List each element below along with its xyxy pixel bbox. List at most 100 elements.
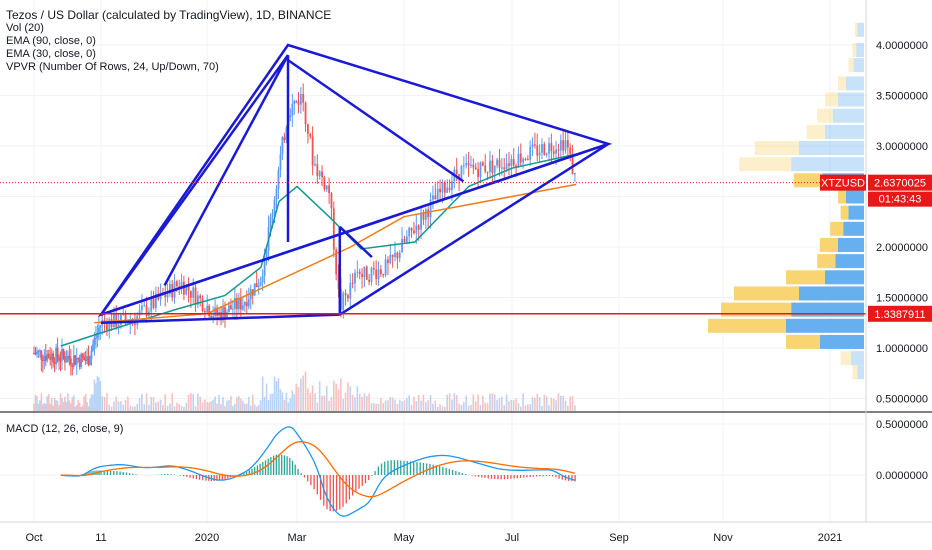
indicator-ema90[interactable]: EMA (90, close, 0) (6, 35, 96, 47)
vpvr-up-15 (825, 270, 864, 285)
trend-drawings[interactable] (97, 43, 613, 324)
volume-bar-196 (436, 406, 439, 411)
volume-bar-238 (536, 393, 539, 411)
candle-body-33 (81, 353, 84, 358)
volume-bar-187 (415, 400, 418, 411)
candle-body-167 (368, 279, 371, 282)
hline-price-tag-bg (868, 305, 932, 322)
candle-body-67 (150, 298, 153, 312)
volume-bar-28 (74, 406, 77, 411)
candle-body-212 (474, 167, 477, 170)
volume-bar-120 (263, 396, 266, 411)
candle-body-34 (83, 357, 86, 361)
candle-body-96 (216, 307, 218, 316)
indicator-vol[interactable]: Vol (20) (6, 22, 44, 34)
vpvr-down-18 (708, 318, 786, 333)
volume-bar-144 (314, 393, 316, 411)
vpvr-up-8 (791, 157, 864, 172)
candle-body-154 (337, 274, 340, 289)
volume-bar-13 (52, 405, 54, 411)
volume-bar-36 (86, 401, 88, 411)
volume-bar-55 (122, 404, 125, 411)
candle-body-29 (75, 358, 78, 365)
volume-bar-169 (373, 403, 375, 411)
volume-bar-1 (34, 394, 37, 411)
vpvr-down-3 (838, 76, 846, 91)
volume-bar-82 (185, 402, 188, 411)
volume-bar-77 (173, 406, 176, 411)
volume-bar-33 (81, 405, 84, 411)
volume-bar-210 (470, 404, 472, 411)
vpvr-up-20 (851, 351, 864, 366)
candle-body-121 (265, 250, 268, 260)
volume-bar-123 (269, 393, 272, 411)
volume-bar-25 (70, 403, 72, 411)
volume-bar-75 (169, 403, 171, 411)
volume-bar-137 (297, 386, 300, 411)
last-price-tag-bg (868, 174, 932, 191)
volume-bar-237 (534, 397, 536, 411)
ema-lines (60, 153, 577, 347)
volume-bar-100 (224, 406, 226, 411)
candle-body-254 (574, 173, 576, 175)
volume-bar-119 (261, 376, 264, 411)
volume-bar-0 (33, 403, 35, 411)
candle-body-23 (67, 355, 69, 362)
volume-bar-90 (204, 399, 206, 411)
candle-body-136 (295, 101, 298, 103)
volume-bar-64 (143, 404, 146, 411)
volume-bar-122 (267, 399, 270, 411)
candle-body-172 (379, 269, 382, 275)
horizontal-line[interactable] (0, 182, 866, 315)
candle-body-63 (141, 305, 143, 311)
vpvr-down-11 (840, 205, 849, 220)
candle-body-188 (417, 225, 420, 230)
candle-body-223 (500, 167, 503, 169)
candle-body-85 (192, 287, 195, 298)
indicator-ema30[interactable]: EMA (30, close, 0) (6, 48, 96, 60)
volume-bar-242 (545, 396, 548, 411)
vpvr-down-21 (852, 365, 858, 380)
candle-body-12 (50, 353, 53, 360)
volume-bar-72 (162, 405, 164, 411)
volume-bar-5 (40, 393, 43, 411)
vpvr-up-6 (825, 124, 864, 139)
candle-body-190 (422, 212, 425, 220)
volume-bar-74 (166, 405, 169, 411)
volume-bar-203 (453, 393, 456, 411)
volume-bar-217 (486, 403, 489, 411)
candle-body-206 (460, 166, 463, 180)
candle-body-180 (398, 252, 401, 259)
volume-bar-3 (37, 403, 40, 411)
volume-bar-208 (465, 395, 468, 411)
candle-body-124 (271, 212, 274, 218)
volume-bar-223 (501, 396, 503, 411)
volume-bar-177 (391, 397, 394, 411)
indicator-vpvr[interactable]: VPVR (Number Of Rows, 24, Up/Down, 70) (6, 61, 219, 73)
candle-body-199 (443, 182, 446, 193)
candle-body-251 (566, 140, 569, 148)
volume-bar-9 (46, 396, 49, 411)
volume-bar-99 (222, 396, 224, 411)
candle-body-184 (408, 227, 411, 237)
volume-bar-29 (75, 404, 78, 411)
candle-body-185 (410, 227, 413, 231)
candle-body-84 (189, 290, 192, 298)
candle-body-90 (203, 311, 206, 313)
candle-body-61 (136, 315, 139, 325)
volume-bars (33, 371, 576, 411)
volume-bar-171 (377, 403, 380, 411)
volume-bar-158 (347, 382, 349, 411)
volume-bar-209 (467, 405, 470, 411)
vpvr-up-16 (799, 286, 864, 301)
candle-body-75 (169, 284, 171, 294)
volume-bar-66 (148, 404, 150, 411)
volume-bar-18 (59, 393, 62, 411)
candle-body-211 (472, 164, 475, 168)
candle-body-240 (541, 144, 543, 153)
volume-bar-121 (265, 383, 268, 411)
volume-bar-222 (498, 398, 501, 411)
indicator-macd[interactable]: MACD (12, 26, close, 9) (6, 423, 124, 435)
candle-body-233 (524, 158, 527, 160)
